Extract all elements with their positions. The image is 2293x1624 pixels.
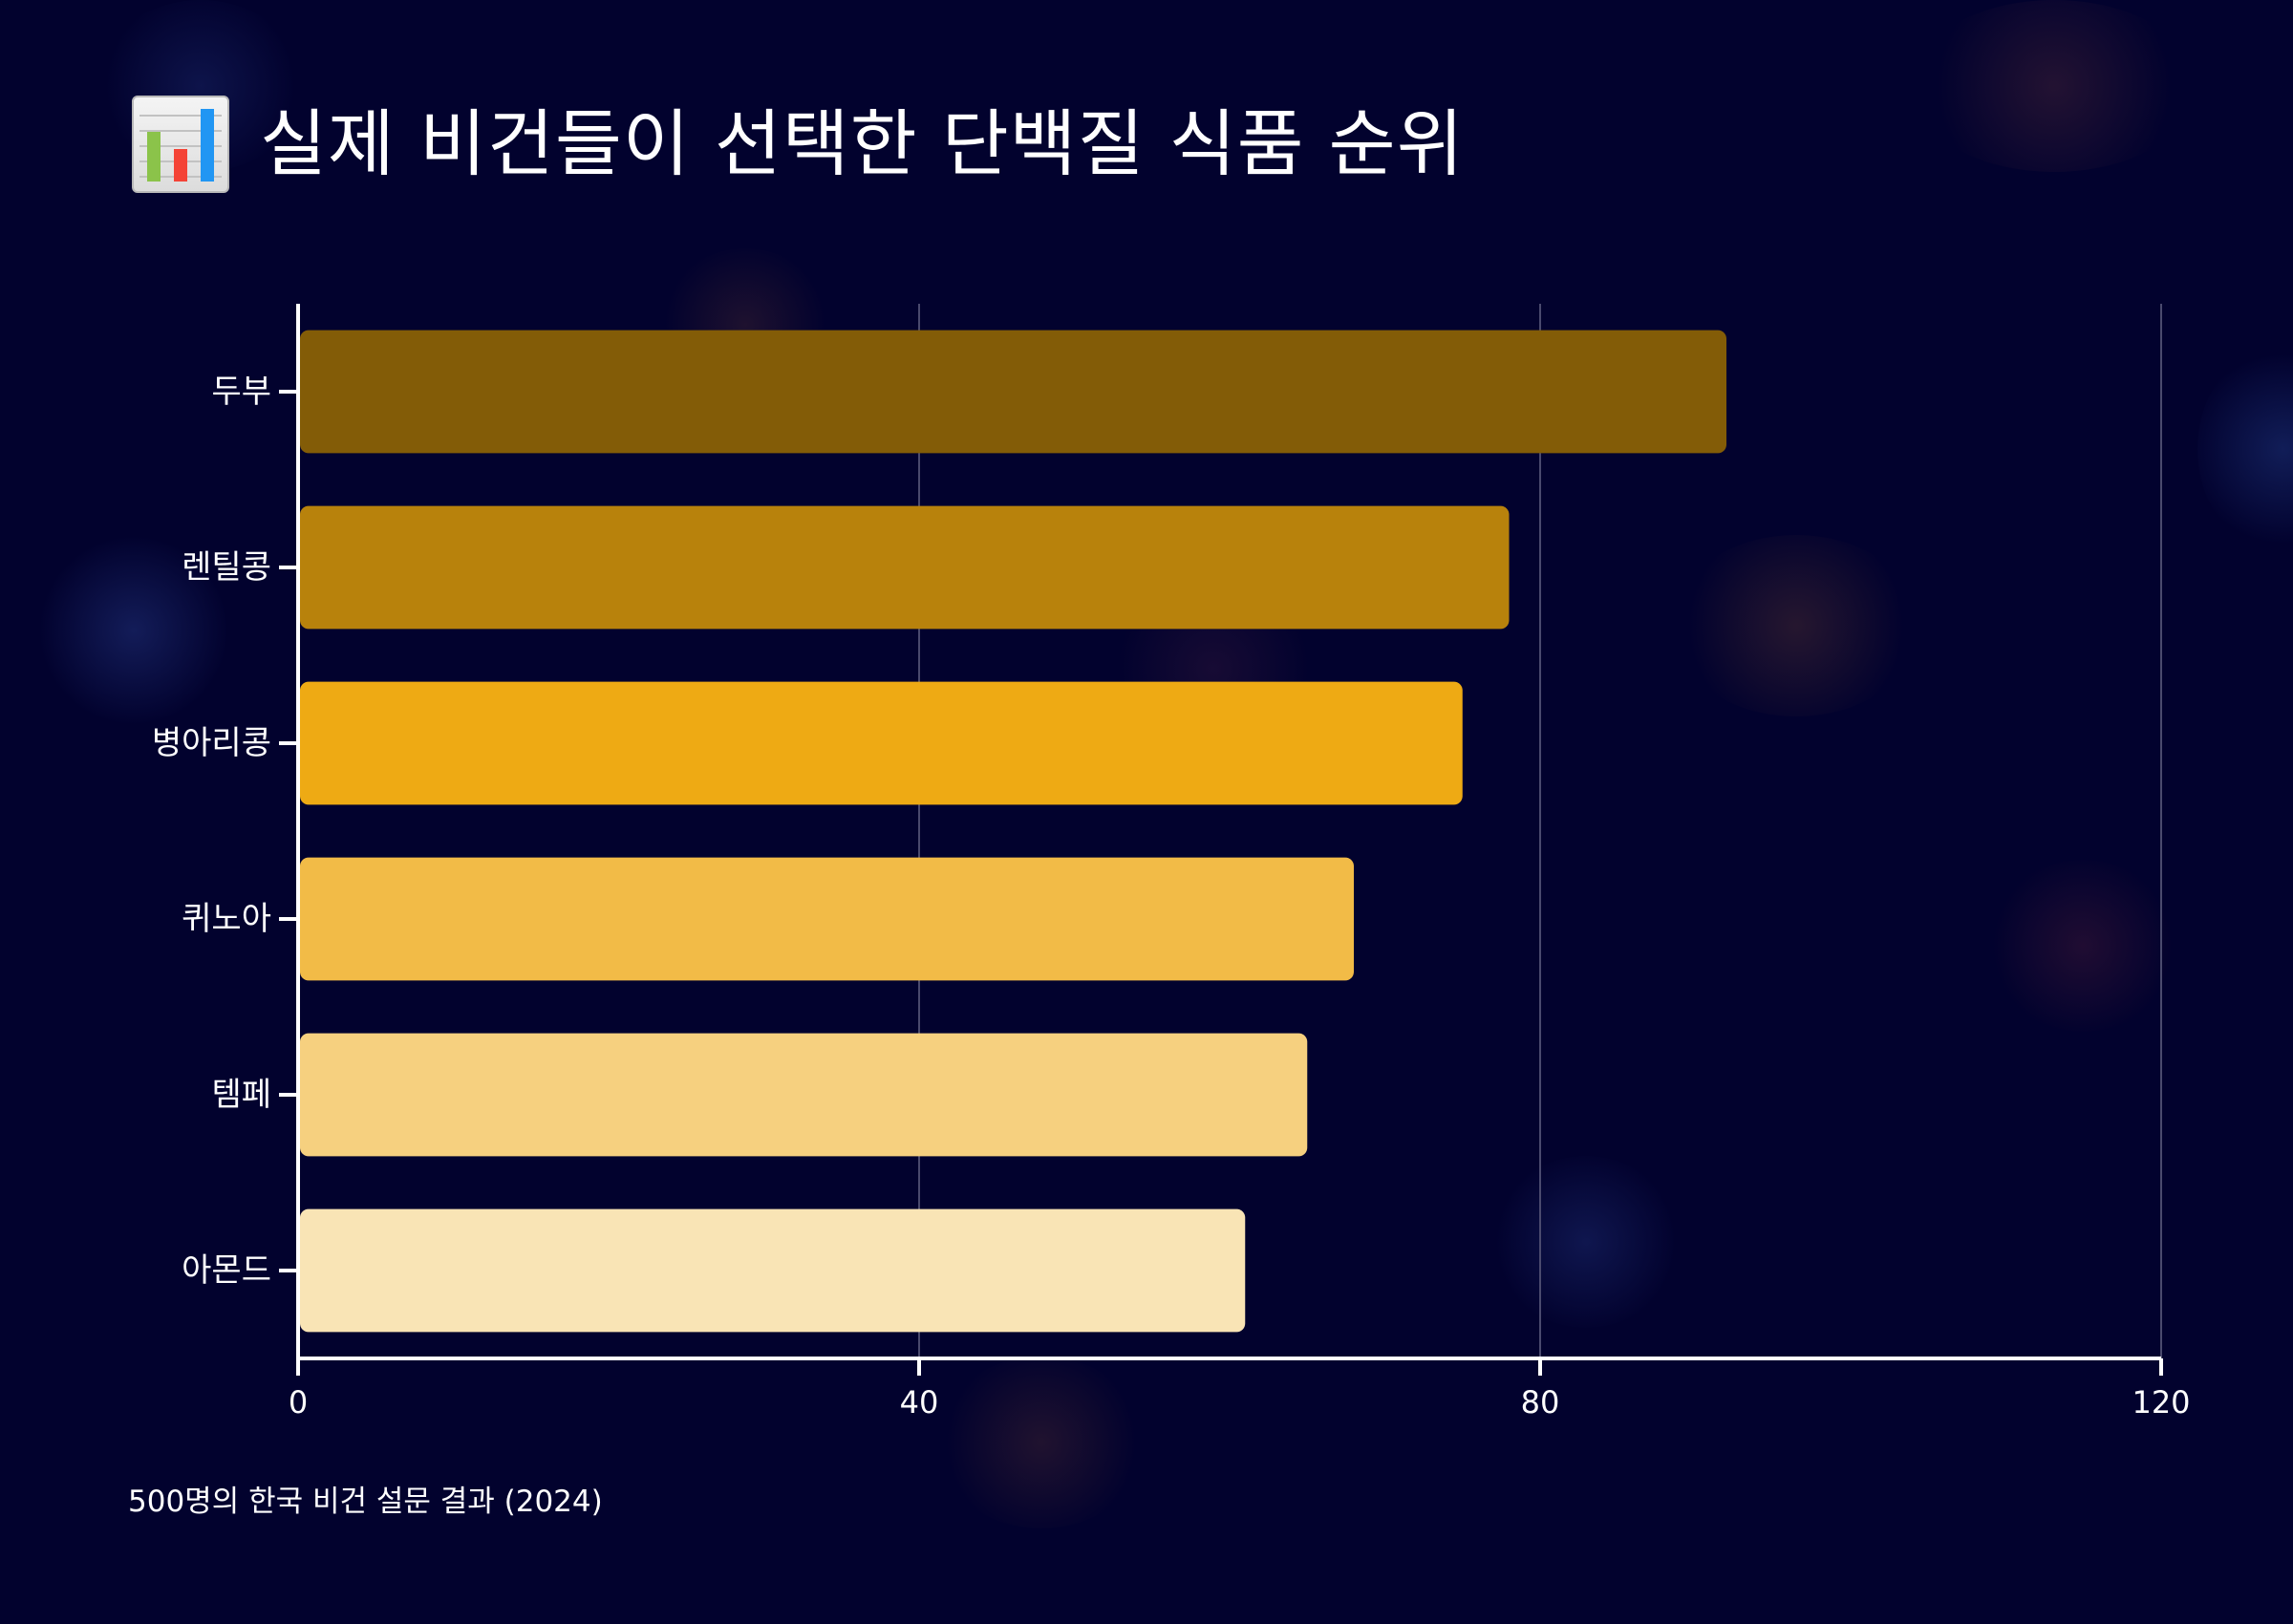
y-tick-label: 퀴노아: [182, 900, 271, 938]
bar-4: [300, 857, 1354, 981]
x-tick-label: 120: [2132, 1384, 2190, 1421]
bar-1: [300, 330, 1726, 454]
bar-5: [300, 1033, 1308, 1157]
y-tick-label: 두부: [211, 373, 271, 411]
bar-6: [300, 1208, 1246, 1333]
bar-chart-icon: [132, 96, 229, 193]
bar-3: [300, 681, 1463, 805]
y-tick-label: 아몬드: [182, 1251, 271, 1290]
footnote: 500명의 한국 비건 설문 결과 (2024): [128, 1485, 603, 1519]
x-tick-label: 80: [1521, 1384, 1560, 1421]
x-tick-label: 40: [900, 1384, 939, 1421]
y-tick-label: 템페: [211, 1076, 271, 1114]
y-tick-label: 렌틸콩: [182, 548, 271, 587]
x-tick-label: 0: [289, 1384, 308, 1421]
title-row: 실제 비건들이 선택한 단백질 식품 순위: [132, 96, 1465, 193]
chart-title: 실제 비건들이 선택한 단백질 식품 순위: [260, 101, 1465, 186]
y-tick-label: 병아리콩: [152, 724, 271, 762]
bar-2: [300, 505, 1510, 630]
